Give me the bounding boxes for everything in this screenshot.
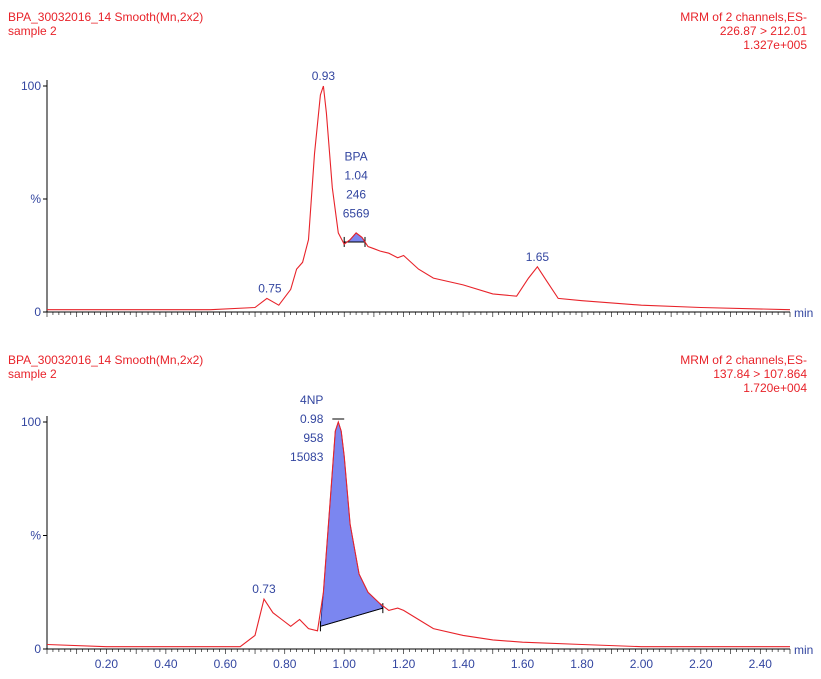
panel2-peak-annotation-area: 15083 [290,450,324,464]
panel2-y-tick-label: 100 [21,415,41,429]
panel2-peak-annotation-rt: 0.98 [300,412,324,426]
panel1-x-unit-label: min [794,306,813,320]
panel1-peak-annotation-name: BPA [345,149,368,163]
panel2-x-tick-label: 1.20 [392,657,416,671]
panel1-peak-label: 1.65 [526,250,550,264]
panel2-x-tick-label: 0.20 [95,657,119,671]
panel1-peak-label: 0.75 [258,281,282,295]
panel2-x-tick-label: 1.60 [511,657,535,671]
panel1-sample: sample 2 [8,24,57,38]
panel2-transition: 137.84 > 107.864 [713,367,807,381]
panel2-x-tick-label: 2.40 [749,657,773,671]
panel2-x-tick-label: 0.60 [214,657,238,671]
panel2-x-tick-label: 1.00 [333,657,357,671]
panel2-x-tick-label: 0.80 [273,657,297,671]
panel2-integrated-peak-area [319,420,384,627]
panel1-header-right: MRM of 2 channels,ES- 226.87 > 212.01 1.… [680,10,807,52]
panel1-trace-line [47,85,791,311]
panel1-peak-label: 0.93 [312,69,336,83]
panel1-y-tick-label: 100 [21,79,41,93]
panel2-x-tick-label: 2.20 [689,657,713,671]
panel1-header-left: BPA_30032016_14 Smooth(Mn,2x2) sample 2 [8,10,203,38]
panel2-sample: sample 2 [8,367,57,381]
panel2-x-tick-label: 2.00 [630,657,654,671]
panel2-title: BPA_30032016_14 Smooth(Mn,2x2) [8,353,204,367]
panel1-function: MRM of 2 channels,ES- [680,10,807,24]
panel2-peak-annotation-name: 4NP [300,393,323,407]
panel2-y-tick-label: % [30,529,41,543]
panel2-intensity: 1.720e+004 [743,381,807,395]
panel1-y-tick-label: % [30,192,41,206]
panel2-x-tick-label: 0.40 [154,657,178,671]
panel1-intensity: 1.327e+005 [743,38,807,52]
panel2-x-unit-label: min [794,643,813,657]
panel2-header-right: MRM of 2 channels,ES- 137.84 > 107.864 1… [680,353,807,395]
panel2-x-tick-label: 1.40 [451,657,475,671]
panel2-header-left: BPA_30032016_14 Smooth(Mn,2x2) sample 2 [8,353,203,381]
panel2-function: MRM of 2 channels,ES- [680,353,807,367]
panel2-peak-label: 0.73 [252,582,276,596]
panel2-peak-annotation-height: 958 [303,431,323,445]
panel1-transition: 226.87 > 212.01 [719,24,807,38]
panel2-y-tick-label: 0 [34,642,41,656]
panel1-peak-annotation-area: 6569 [343,206,370,220]
panel2-x-tick-label: 1.80 [570,657,594,671]
panel2-peak-baseline [320,607,383,627]
panel1-y-tick-label: 0 [34,305,41,319]
panel1-title: BPA_30032016_14 Smooth(Mn,2x2) [8,10,204,24]
panel1-peak-annotation-rt: 1.04 [344,168,368,182]
panel2-trace-line [46,420,790,648]
panel1-peak-annotation-height: 246 [346,187,366,201]
